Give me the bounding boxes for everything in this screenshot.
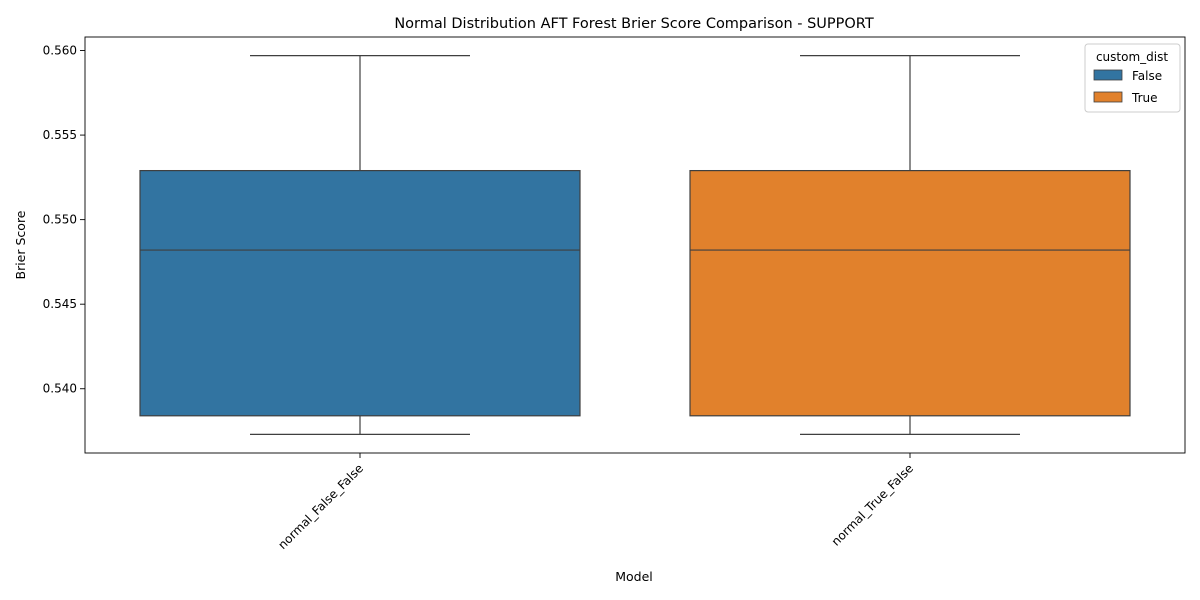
y-tick-label: 0.545 [43,297,77,311]
box-normal_True_False [689,55,1131,435]
y-axis: 0.540 0.545 0.550 0.555 0.560 [43,44,85,396]
y-tick-label: 0.560 [43,44,77,58]
chart-title: Normal Distribution AFT Forest Brier Sco… [394,16,874,32]
boxes-group [139,55,1131,435]
box-normal_False_False [139,55,581,435]
legend-label-true: True [1131,91,1158,105]
legend-swatch-true [1093,91,1123,103]
iqr-box [139,169,581,417]
legend-swatch-false [1093,69,1123,81]
x-tick-label: normal_False_False [275,461,366,552]
x-axis: normal_False_False normal_True_False [275,453,916,552]
x-axis-label: Model [615,569,653,584]
legend-title: custom_dist [1096,50,1168,64]
y-tick-label: 0.550 [43,213,77,227]
legend-label-false: False [1132,69,1162,83]
legend: custom_dist False True [1084,43,1181,113]
y-tick-label: 0.540 [43,382,77,396]
plot-area-frame [84,36,1186,454]
x-tick-label: normal_True_False [829,461,916,548]
y-axis-label: Brier Score [13,210,28,279]
y-tick-label: 0.555 [43,128,77,142]
iqr-box [689,169,1131,417]
